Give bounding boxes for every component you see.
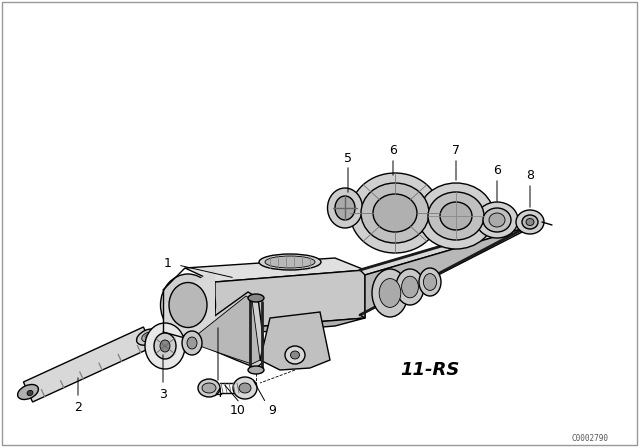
Ellipse shape <box>379 279 401 307</box>
Ellipse shape <box>526 219 534 225</box>
Ellipse shape <box>154 333 176 359</box>
Ellipse shape <box>373 194 417 232</box>
Ellipse shape <box>248 366 264 374</box>
Text: 4: 4 <box>214 387 222 400</box>
Ellipse shape <box>136 329 159 345</box>
Ellipse shape <box>361 183 429 243</box>
Ellipse shape <box>182 331 202 355</box>
Ellipse shape <box>483 208 511 232</box>
Text: 6: 6 <box>389 143 397 156</box>
Text: 7: 7 <box>452 143 460 156</box>
Polygon shape <box>163 268 215 340</box>
Ellipse shape <box>419 268 441 296</box>
Text: 6: 6 <box>493 164 501 177</box>
Text: 1: 1 <box>164 257 172 270</box>
Polygon shape <box>188 296 260 364</box>
Polygon shape <box>184 292 266 368</box>
Polygon shape <box>260 312 330 370</box>
Ellipse shape <box>396 269 424 305</box>
Ellipse shape <box>161 274 216 336</box>
Ellipse shape <box>522 215 538 229</box>
Ellipse shape <box>516 210 544 234</box>
Ellipse shape <box>169 283 207 327</box>
Polygon shape <box>24 327 152 402</box>
Ellipse shape <box>489 213 505 227</box>
Ellipse shape <box>328 188 362 228</box>
Text: 5: 5 <box>344 151 352 164</box>
Ellipse shape <box>145 323 185 369</box>
Ellipse shape <box>418 183 494 249</box>
Ellipse shape <box>141 332 154 342</box>
Polygon shape <box>360 225 535 318</box>
Ellipse shape <box>402 276 419 298</box>
Ellipse shape <box>187 337 197 349</box>
Polygon shape <box>185 318 365 338</box>
Ellipse shape <box>428 192 484 240</box>
Ellipse shape <box>285 346 305 364</box>
Ellipse shape <box>160 340 170 352</box>
Polygon shape <box>185 258 365 282</box>
Ellipse shape <box>424 274 436 290</box>
Ellipse shape <box>265 256 315 268</box>
Ellipse shape <box>239 383 251 393</box>
Ellipse shape <box>372 269 408 317</box>
Ellipse shape <box>291 351 300 359</box>
Text: 9: 9 <box>268 404 276 417</box>
Ellipse shape <box>440 202 472 230</box>
Polygon shape <box>215 270 365 330</box>
Polygon shape <box>360 220 535 275</box>
Ellipse shape <box>335 196 355 220</box>
Text: 8: 8 <box>526 168 534 181</box>
Ellipse shape <box>198 379 220 397</box>
Ellipse shape <box>476 202 518 238</box>
Ellipse shape <box>248 294 264 302</box>
Ellipse shape <box>17 384 38 400</box>
Ellipse shape <box>27 390 33 396</box>
Text: 11-RS: 11-RS <box>400 361 460 379</box>
Ellipse shape <box>350 173 440 253</box>
Ellipse shape <box>259 254 321 270</box>
Text: 2: 2 <box>74 401 82 414</box>
Text: 3: 3 <box>159 388 167 401</box>
Ellipse shape <box>233 377 257 399</box>
Text: 10: 10 <box>230 404 246 417</box>
Text: C0002790: C0002790 <box>572 434 609 443</box>
Ellipse shape <box>202 383 216 393</box>
